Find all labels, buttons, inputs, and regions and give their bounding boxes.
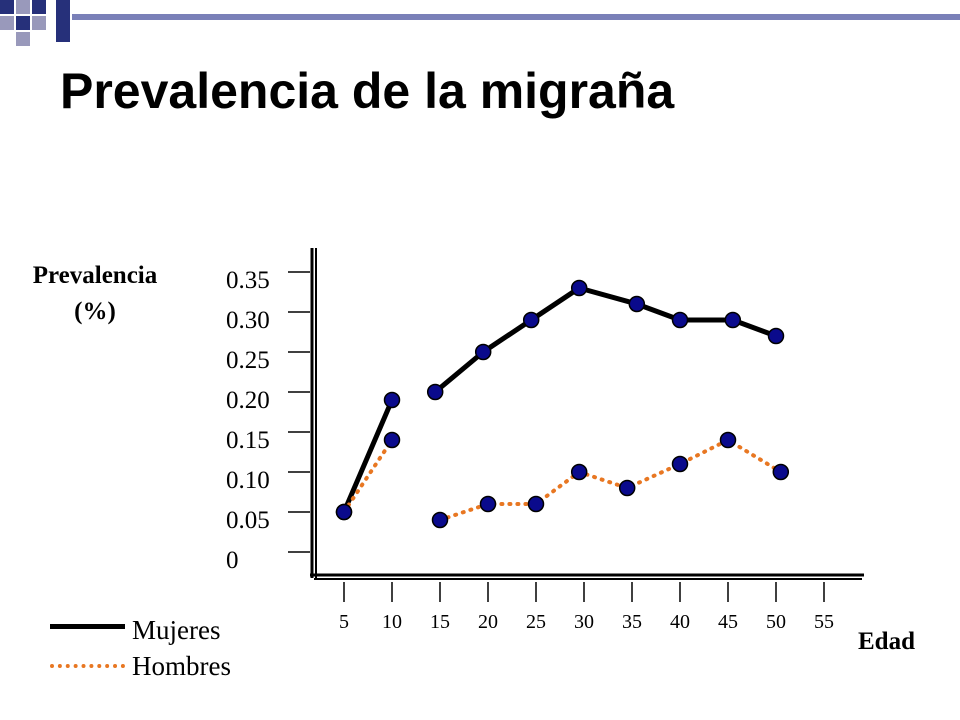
x-axis-label: Edad (858, 628, 915, 655)
x-tick-label: 10 (382, 611, 402, 633)
y-axis-label-line: (%) (74, 298, 116, 325)
y-tick-label: 0.10 (226, 467, 270, 494)
x-tick-label: 35 (622, 611, 642, 633)
data-point-hombres (570, 463, 588, 481)
corner-square (16, 16, 30, 30)
series-line-mujeres (341, 397, 395, 515)
y-tick-label: 0.25 (226, 347, 270, 374)
data-point-hombres (527, 495, 545, 513)
corner-square (16, 32, 30, 46)
data-point-mujeres (724, 311, 742, 329)
legend-label: Mujeres (132, 615, 221, 645)
corner-square (0, 16, 14, 30)
data-point-mujeres (522, 311, 540, 329)
x-tick-label: 20 (478, 611, 498, 633)
series-line-hombres (342, 438, 394, 514)
y-tick-label: 0.35 (226, 267, 270, 294)
data-point-hombres (479, 495, 497, 513)
data-point-hombres (719, 431, 737, 449)
x-tick-label: 5 (339, 611, 349, 633)
corner-square (32, 16, 46, 30)
data-point-hombres (383, 431, 401, 449)
data-point-hombres (671, 455, 689, 473)
data-point-mujeres (671, 311, 689, 329)
corner-square (16, 0, 30, 14)
y-tick-label: 0.30 (226, 307, 270, 334)
corner-square (0, 0, 14, 14)
data-point-hombres (335, 503, 353, 521)
page-title: Prevalencia de la migraña (60, 63, 675, 119)
x-tick-label: 45 (718, 611, 738, 633)
legend-label: Hombres (132, 651, 231, 681)
x-tick-label: 50 (766, 611, 786, 633)
y-axis-label-line: Prevalencia (32, 262, 158, 289)
data-point-hombres (618, 479, 636, 497)
corner-square (32, 0, 46, 14)
data-point-mujeres (767, 327, 785, 345)
corner-decoration (0, 0, 960, 46)
legend-swatch-dotted (50, 664, 125, 668)
header-rule (72, 14, 960, 20)
data-point-mujeres (426, 383, 444, 401)
y-tick-label: 0 (226, 547, 239, 574)
series-line-mujeres (432, 285, 779, 395)
legend-swatch-solid (50, 624, 125, 629)
x-tick-label: 30 (574, 611, 594, 633)
data-point-mujeres (570, 279, 588, 297)
data-point-mujeres (628, 295, 646, 313)
y-tick-label: 0.05 (226, 507, 270, 534)
x-tick-label: 25 (526, 611, 546, 633)
y-tick-label: 0.15 (226, 427, 270, 454)
data-point-mujeres (474, 343, 492, 361)
data-point-hombres (431, 511, 449, 529)
y-axis-label: Prevalencia (%) (20, 258, 170, 330)
data-point-mujeres (383, 391, 401, 409)
y-tick-label: 0.20 (226, 387, 270, 414)
x-tick-label: 15 (430, 611, 450, 633)
x-tick-label: 40 (670, 611, 690, 633)
data-point-hombres (772, 463, 790, 481)
x-tick-label: 55 (814, 611, 834, 633)
corner-square (56, 0, 70, 42)
